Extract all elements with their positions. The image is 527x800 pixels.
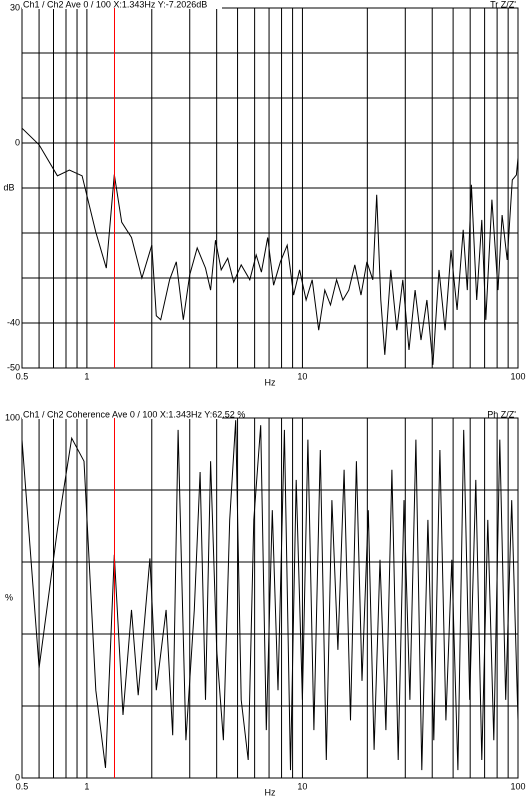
x-tick-label: 10 xyxy=(297,781,307,791)
y-tick-label: -50 xyxy=(7,362,20,372)
header-title: Ch1 / Ch2 Ave 0 / 100 X:1.343Hz Y:-7.202… xyxy=(23,0,207,9)
x-tick-label: 0.5 xyxy=(16,781,29,791)
x-axis-label: Hz xyxy=(265,377,276,387)
plot-frame xyxy=(21,7,519,369)
y-tick-label: 0 xyxy=(15,772,20,782)
x-tick-label: 1 xyxy=(84,371,89,381)
y-axis-label: % xyxy=(5,592,13,602)
x-tick-label: 100 xyxy=(510,781,525,791)
x-tick-label: 1 xyxy=(84,781,89,791)
header-right: Tr Z/Z' xyxy=(490,0,516,9)
header-right: Ph Z/Z' xyxy=(487,409,516,419)
data-line xyxy=(21,420,519,771)
y-axis-label: dB xyxy=(3,182,14,192)
header-bg xyxy=(22,0,222,9)
x-tick-label: 10 xyxy=(297,371,307,381)
y-tick-label: 0 xyxy=(15,137,20,147)
plot-frame xyxy=(21,417,519,779)
header-title: Ch1 / Ch2 Coherence Ave 0 / 100 X:1.343H… xyxy=(23,409,245,419)
y-tick-label: 30 xyxy=(10,2,20,12)
data-line xyxy=(21,127,519,365)
x-tick-label: 0.5 xyxy=(16,371,29,381)
y-tick-label: -40 xyxy=(7,317,20,327)
x-axis-label: Hz xyxy=(265,787,276,797)
x-tick-label: 100 xyxy=(510,371,525,381)
y-tick-label: 100 xyxy=(5,412,20,422)
header-bg xyxy=(22,410,222,419)
